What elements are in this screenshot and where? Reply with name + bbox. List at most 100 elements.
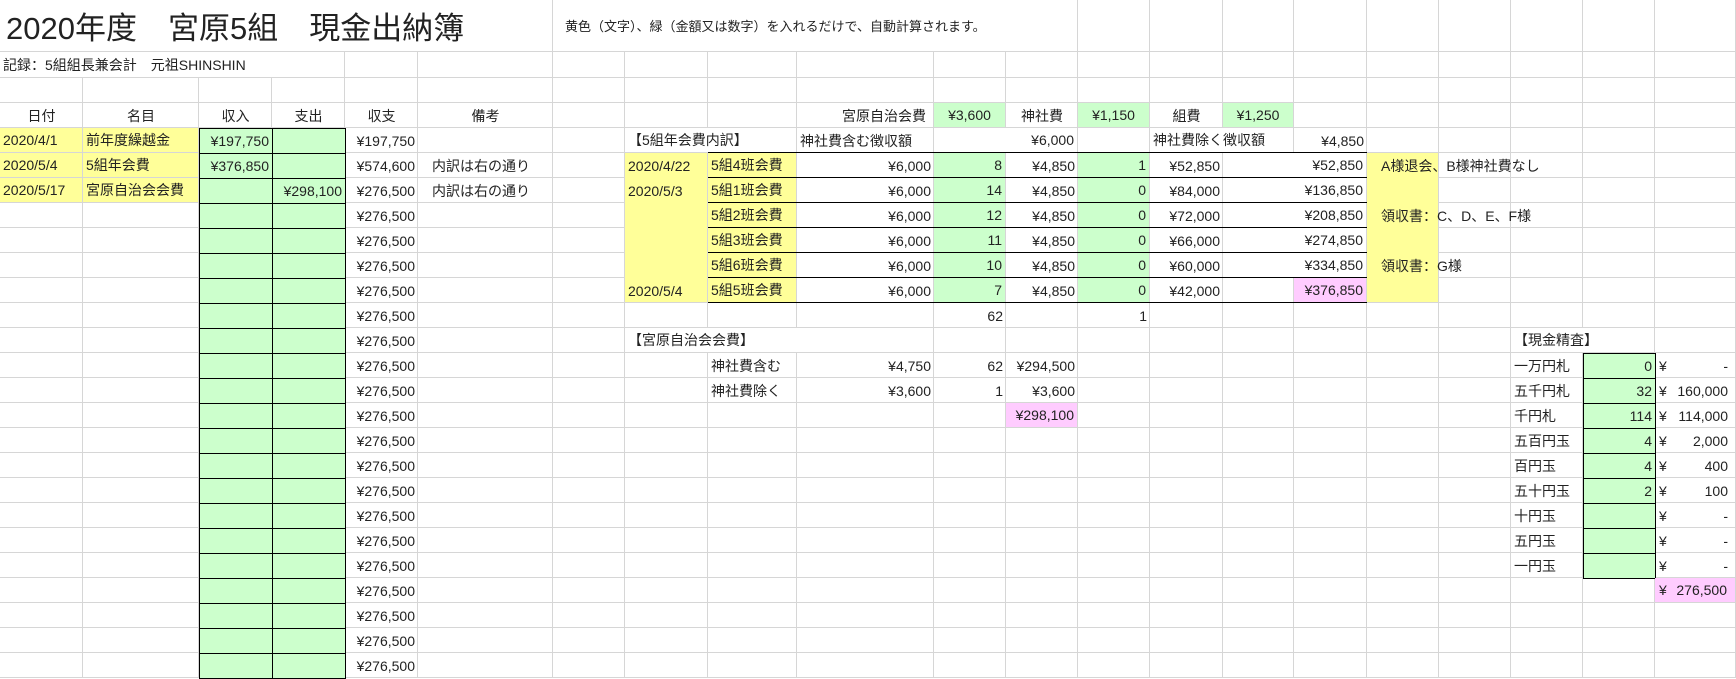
- grid-cell[interactable]: [83, 253, 199, 278]
- cash-count-input[interactable]: [1583, 503, 1656, 529]
- grid-cell[interactable]: [797, 303, 934, 328]
- grid-cell[interactable]: [1367, 378, 1439, 403]
- cash-denomination-label[interactable]: 百円玉: [1511, 453, 1583, 478]
- grid-cell[interactable]: [1511, 52, 1583, 78]
- grid-cell[interactable]: [1006, 528, 1078, 553]
- breakdown-fee[interactable]: ¥6,000: [797, 228, 934, 253]
- cash-count-input[interactable]: 32: [1583, 378, 1656, 404]
- grid-cell[interactable]: [934, 478, 1006, 503]
- header-balance[interactable]: 収支: [345, 103, 418, 128]
- breakdown-count-excl[interactable]: 0: [1078, 203, 1149, 227]
- breakdown-count-incl[interactable]: 7: [934, 278, 1005, 302]
- grid-cell[interactable]: [934, 103, 1006, 128]
- grid-cell[interactable]: [1150, 503, 1223, 528]
- ledger-income-input[interactable]: [199, 378, 273, 404]
- ledger-note[interactable]: [418, 603, 553, 628]
- grid-cell[interactable]: [708, 628, 797, 653]
- grid-cell[interactable]: [1439, 478, 1511, 503]
- grid-cell[interactable]: [418, 203, 553, 228]
- grid-cell[interactable]: [1006, 653, 1078, 678]
- grid-cell[interactable]: [553, 103, 625, 128]
- ledger-date[interactable]: [0, 503, 83, 528]
- grid-cell[interactable]: [418, 378, 553, 403]
- grid-cell[interactable]: [0, 528, 83, 553]
- grid-cell[interactable]: [345, 103, 418, 128]
- grid-cell[interactable]: [83, 628, 199, 653]
- ledger-expense-input[interactable]: [272, 578, 346, 604]
- grid-cell[interactable]: [553, 478, 625, 503]
- jichikai-count[interactable]: 62: [934, 353, 1006, 378]
- ledger-balance[interactable]: ¥276,500: [345, 178, 418, 203]
- grid-cell[interactable]: [0, 603, 83, 628]
- grid-cell[interactable]: [1294, 78, 1367, 103]
- ledger-expense-input[interactable]: [272, 603, 346, 629]
- grid-cell[interactable]: [1655, 278, 1736, 303]
- grid-cell[interactable]: [1583, 578, 1655, 603]
- grid-cell[interactable]: [934, 528, 1006, 553]
- grid-cell[interactable]: [1078, 503, 1150, 528]
- cash-denomination-label[interactable]: 千円札: [1511, 403, 1583, 428]
- breakdown-note[interactable]: [1367, 228, 1439, 253]
- ledger-date[interactable]: [0, 353, 83, 378]
- grid-cell[interactable]: [1006, 103, 1078, 128]
- breakdown-count-incl[interactable]: 12: [934, 203, 1005, 227]
- grid-cell[interactable]: [1511, 578, 1583, 603]
- grid-cell[interactable]: [0, 128, 83, 153]
- grid-cell[interactable]: [797, 578, 934, 603]
- ledger-note[interactable]: [418, 253, 553, 278]
- grid-cell[interactable]: [1006, 578, 1078, 603]
- ledger-balance[interactable]: ¥276,500: [345, 378, 418, 403]
- grid-cell[interactable]: [1655, 228, 1736, 253]
- grid-cell[interactable]: [708, 353, 797, 378]
- grid-cell[interactable]: [1511, 0, 1583, 52]
- grid-cell[interactable]: [1583, 628, 1655, 653]
- breakdown-date[interactable]: [625, 228, 708, 253]
- header-note[interactable]: 備考: [418, 103, 553, 128]
- ledger-note[interactable]: [418, 128, 553, 153]
- grid-cell[interactable]: [1150, 528, 1223, 553]
- cash-denomination-label[interactable]: 十円玉: [1511, 503, 1583, 528]
- breakdown-note[interactable]: [1367, 178, 1439, 203]
- ledger-balance[interactable]: ¥276,500: [345, 253, 418, 278]
- grid-cell[interactable]: [1511, 453, 1583, 478]
- grid-cell[interactable]: [0, 303, 83, 328]
- grid-cell[interactable]: [83, 478, 199, 503]
- grid-cell[interactable]: [345, 603, 418, 628]
- grid-cell[interactable]: [418, 128, 553, 153]
- grid-cell[interactable]: [272, 78, 345, 103]
- grid-cell[interactable]: [345, 378, 418, 403]
- grid-cell[interactable]: [1367, 78, 1439, 103]
- ledger-expense-input[interactable]: [272, 403, 346, 429]
- grid-cell[interactable]: [625, 553, 708, 578]
- grid-cell[interactable]: [1150, 478, 1223, 503]
- grid-cell[interactable]: [83, 453, 199, 478]
- header-expense[interactable]: 支出: [272, 103, 345, 128]
- ledger-balance[interactable]: ¥276,500: [345, 553, 418, 578]
- cash-denomination-label[interactable]: 五円玉: [1511, 528, 1583, 553]
- ledger-note[interactable]: [418, 378, 553, 403]
- grid-cell[interactable]: [83, 78, 199, 103]
- grid-cell[interactable]: [1294, 528, 1367, 553]
- grid-cell[interactable]: [1223, 403, 1294, 428]
- grid-cell[interactable]: [1078, 0, 1150, 52]
- jichikai-total[interactable]: ¥298,100: [1006, 403, 1077, 427]
- grid-cell[interactable]: [418, 278, 553, 303]
- grid-cell[interactable]: [418, 653, 553, 678]
- grid-cell[interactable]: [1006, 628, 1078, 653]
- grid-cell[interactable]: [625, 628, 708, 653]
- grid-cell[interactable]: [625, 528, 708, 553]
- grid-cell[interactable]: [0, 328, 83, 353]
- ledger-item[interactable]: [83, 553, 199, 578]
- grid-cell[interactable]: [625, 353, 708, 378]
- grid-cell[interactable]: [1367, 278, 1439, 303]
- breakdown-count-excl[interactable]: 0: [1078, 278, 1149, 302]
- ledger-note[interactable]: [418, 303, 553, 328]
- grid-cell[interactable]: [1511, 203, 1583, 228]
- breakdown-fee-excl[interactable]: ¥4,850: [1006, 203, 1078, 228]
- cash-amount[interactable]: - ¥: [1655, 528, 1736, 553]
- ledger-note[interactable]: [418, 503, 553, 528]
- cash-total[interactable]: 276,500 ¥: [1655, 578, 1735, 602]
- grid-cell[interactable]: [1150, 378, 1223, 403]
- breakdown-fee-excl[interactable]: ¥4,850: [1006, 178, 1078, 203]
- grid-cell[interactable]: [708, 78, 797, 103]
